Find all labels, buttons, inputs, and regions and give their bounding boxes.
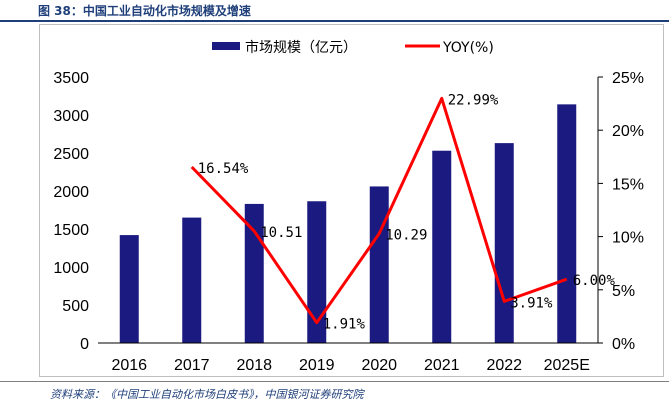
right-tick-label: 15% [612, 176, 644, 193]
x-tick-label: 2021 [424, 357, 460, 374]
x-tick-label: 2022 [486, 357, 522, 374]
bar-series [119, 104, 577, 343]
bar [307, 201, 327, 343]
right-tick-label: 20% [612, 123, 644, 140]
source-note: 资料来源：《中国工业自动化市场白皮书》，中国银河证券研究院 [50, 388, 364, 401]
bar [119, 235, 139, 343]
title-rule [0, 20, 669, 22]
figure-title: 图 38：中国工业自动化市场规模及增速 [38, 4, 251, 18]
line-data-label: 6.00% [573, 273, 616, 289]
right-tick-label: 10% [612, 230, 644, 247]
bar [182, 217, 202, 343]
right-tick-label: 25% [612, 70, 644, 87]
left-tick-label: 2500 [53, 146, 89, 163]
bar [369, 186, 389, 343]
line-series [190, 96, 568, 325]
left-tick-label: 3000 [53, 108, 89, 125]
x-tick-label: 2017 [174, 357, 210, 374]
left-tick-label: 0 [80, 336, 89, 353]
line-data-label: 10.51 [260, 225, 302, 241]
chart-frame [39, 24, 664, 377]
left-tick-label: 500 [62, 298, 89, 315]
left-axis-ticks: 0 500 1000 1500 2000 2500 3000 3500 [53, 70, 89, 353]
x-tick-label: 2016 [111, 357, 147, 374]
x-tick-label: 2020 [361, 357, 397, 374]
bar [494, 143, 514, 343]
right-tick-label: 5% [612, 283, 635, 300]
legend-line-label: YOY(%) [442, 40, 494, 56]
legend-bar-label: 市场规模（亿元） [245, 39, 357, 56]
line-data-label: 22.99% [448, 92, 499, 108]
left-tick-label: 1500 [53, 222, 89, 239]
left-tick-label: 1000 [53, 260, 89, 277]
legend: 市场规模（亿元） YOY(%) [212, 39, 494, 56]
right-axis-ticks: 0% 5% 10% 15% 20% 25% [598, 70, 644, 353]
x-tick-label: 2018 [236, 357, 272, 374]
line-data-label: 16.54% [198, 161, 249, 177]
yoy-line [190, 96, 568, 325]
x-axis-ticks: 2016 2017 2018 2019 2020 2021 2022 2025E [111, 357, 589, 374]
right-tick-label: 0% [612, 336, 635, 353]
left-tick-label: 2000 [53, 184, 89, 201]
line-data-label: 1.91% [323, 317, 366, 333]
legend-bar-swatch [212, 42, 240, 50]
x-tick-label: 2019 [299, 357, 335, 374]
bar [557, 104, 577, 343]
footer-rule [0, 381, 669, 382]
x-tick-label: 2025E [544, 357, 590, 374]
left-tick-label: 3500 [53, 70, 89, 87]
line-data-labels: 16.54% 10.51 1.91% 10.29 22.99% 3.91% 6.00% [198, 92, 616, 332]
line-data-label: 3.91% [510, 295, 553, 311]
bar [432, 150, 452, 343]
line-data-label: 10.29 [385, 228, 427, 244]
axes [98, 77, 599, 344]
